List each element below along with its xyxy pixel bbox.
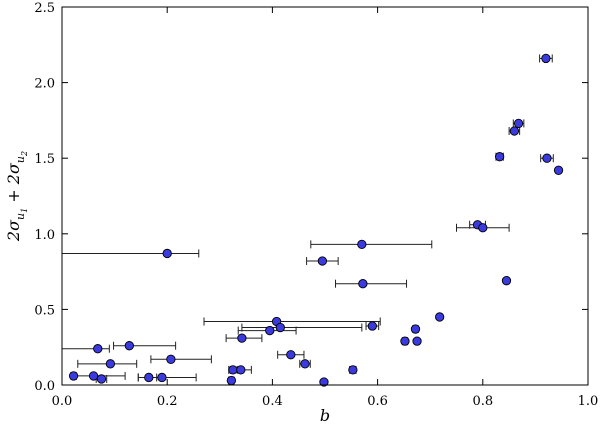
data-point	[88, 371, 99, 381]
data-point	[494, 152, 505, 162]
data-point	[162, 248, 172, 259]
data-point	[157, 372, 167, 383]
data-point	[435, 312, 445, 322]
data-point	[93, 344, 103, 354]
data-point	[105, 359, 116, 369]
data-point	[286, 350, 296, 360]
y-axis-ticks: 0.0 0.5 1.0 1.5 2.0 2.5	[34, 1, 588, 394]
data-point	[542, 153, 552, 163]
y-tick-label: 1.5	[34, 152, 55, 167]
data-point	[553, 165, 564, 175]
data-points	[68, 53, 564, 387]
data-point	[300, 359, 310, 369]
data-point	[96, 374, 107, 384]
data-point	[237, 333, 247, 343]
data-point	[228, 365, 238, 375]
x-tick-label: 0.8	[472, 394, 493, 409]
data-point	[226, 375, 237, 386]
data-point	[541, 53, 551, 64]
data-point	[166, 354, 176, 364]
y-tick-label: 2.5	[34, 1, 55, 16]
data-point	[265, 325, 275, 336]
data-point	[358, 279, 368, 289]
y-tick-label: 0.5	[34, 303, 55, 318]
error-bars	[61, 54, 554, 385]
plot-frame	[61, 6, 589, 386]
x-tick-label: 1.0	[578, 394, 599, 409]
data-point	[317, 256, 328, 266]
y-axis-label: 2σu1 + 2σu2	[4, 151, 29, 242]
data-point	[144, 372, 154, 383]
data-point	[357, 239, 367, 250]
data-point	[68, 371, 79, 381]
y-tick-label: 0.0	[34, 379, 55, 394]
x-axis-label: b	[320, 406, 330, 425]
data-point	[410, 324, 421, 334]
data-point	[412, 336, 422, 346]
data-point	[319, 377, 329, 387]
x-tick-label: 0.0	[52, 394, 73, 409]
y-tick-label: 1.0	[34, 228, 55, 243]
data-point	[400, 336, 410, 346]
y-tick-label: 2.0	[34, 77, 55, 92]
data-point	[348, 365, 358, 375]
data-point	[275, 322, 285, 333]
data-point	[513, 118, 524, 129]
data-point	[478, 223, 488, 233]
x-tick-label: 0.2	[157, 394, 178, 409]
data-point	[236, 365, 246, 375]
data-point	[124, 341, 134, 351]
x-axis-ticks: 0.0 0.2 0.4 0.6 0.8 1.0	[52, 7, 599, 409]
x-tick-label: 0.4	[262, 394, 283, 409]
x-tick-label: 0.6	[367, 394, 388, 409]
data-point	[509, 126, 520, 136]
data-point	[501, 276, 512, 286]
data-point	[367, 321, 377, 331]
